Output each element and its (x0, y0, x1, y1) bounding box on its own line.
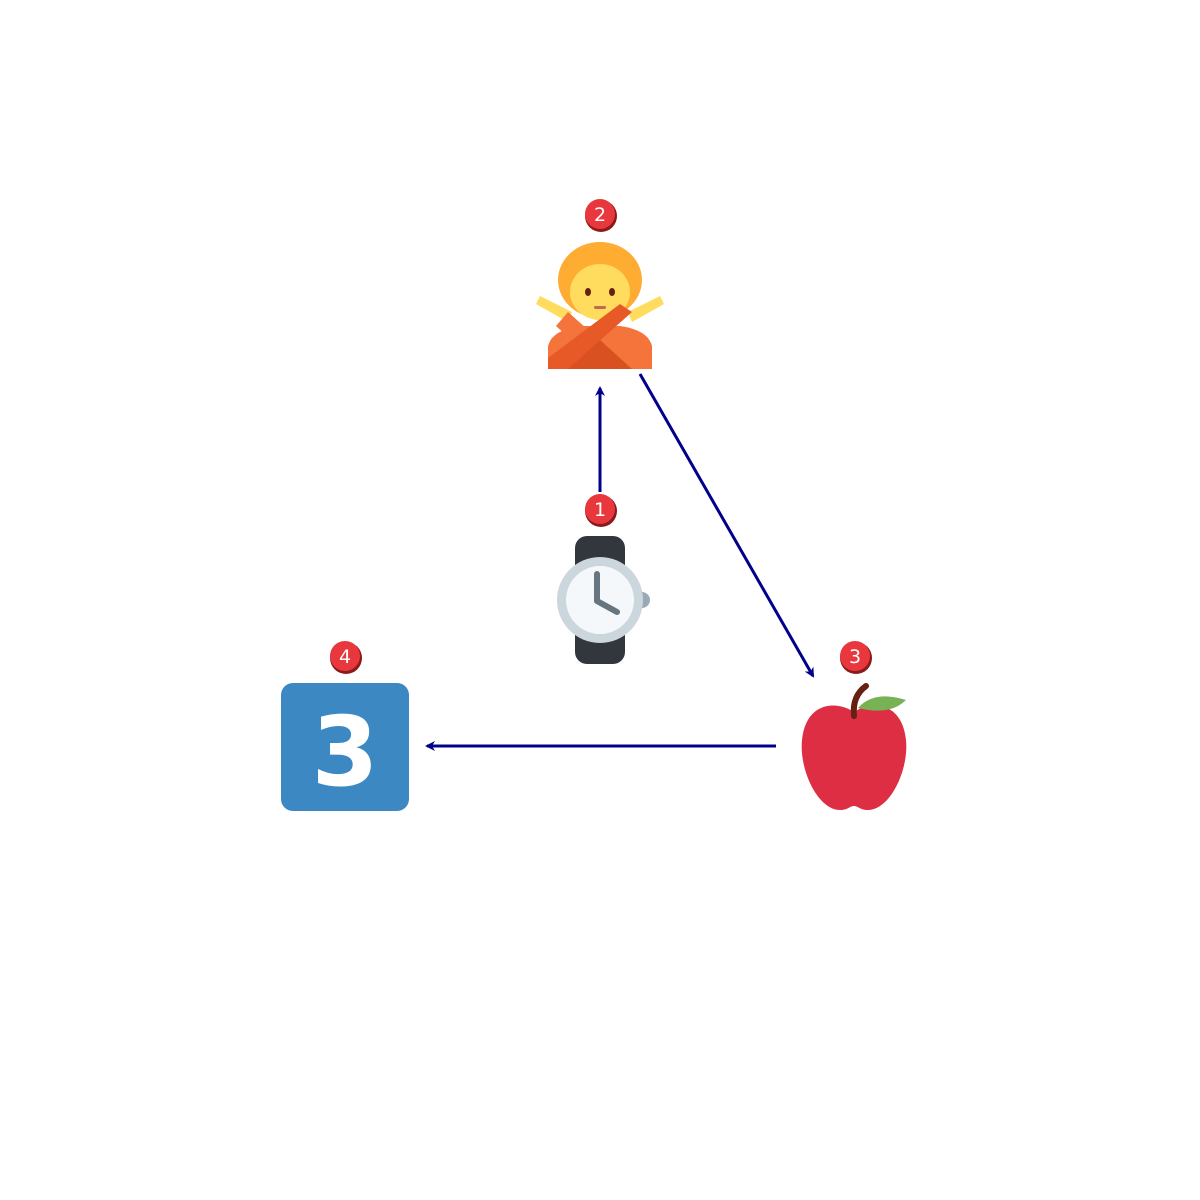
badge-4: 4 (330, 641, 362, 674)
badge-1: 1 (585, 494, 617, 527)
node-apple: 3 (801, 641, 907, 810)
person-gesturing-no-icon (536, 242, 664, 369)
node-keycap: 3 4 (281, 641, 409, 811)
node-gesture: 2 (536, 199, 664, 369)
badge-3-label: 3 (849, 646, 861, 668)
edge-gesture-to-apple (638, 373, 815, 678)
badge-2-label: 2 (594, 204, 606, 226)
keycap-digit-label: 3 (312, 696, 379, 808)
badge-2: 2 (585, 199, 617, 232)
keycap-digit-three-icon: 3 (281, 683, 409, 811)
badge-4-label: 4 (339, 646, 351, 668)
red-apple-icon (801, 683, 907, 810)
watch-icon (557, 536, 650, 664)
node-watch: 1 (557, 494, 650, 664)
badge-3: 3 (840, 641, 872, 674)
badge-1-label: 1 (594, 499, 606, 521)
